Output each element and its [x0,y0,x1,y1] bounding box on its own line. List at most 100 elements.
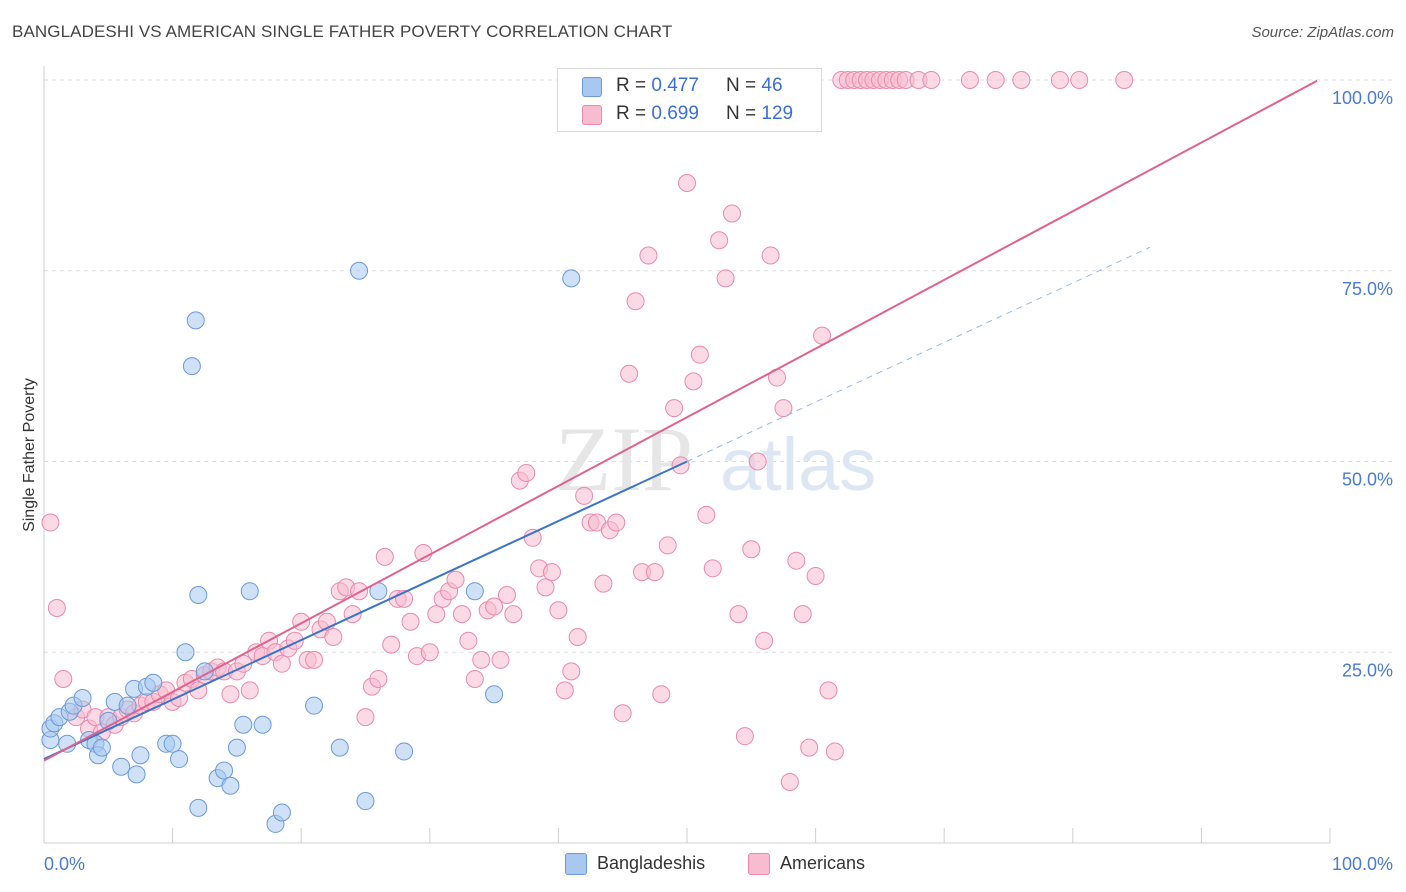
scatter-point [819,681,838,700]
scatter-point [723,204,742,223]
regression-lines [43,79,1318,762]
x-tick-label: 100.0% [1332,854,1393,874]
scatter-point [112,757,131,776]
bottom-legend-label-bangladeshis: Bangladeshis [597,853,706,873]
scatter-point [324,627,343,646]
legend-n-value-bangladeshis: 46 [761,75,783,96]
scatter-point [684,372,703,391]
scatter-point [350,261,369,280]
scatter-point [485,597,504,616]
scatter-point [549,601,568,620]
scatter-point [800,738,819,757]
scatter-point [652,685,671,704]
scatter-point [459,631,478,650]
scatter-point [131,746,150,765]
bottom-legend-bangladeshis: Bangladeshis [565,852,735,876]
legend-r-value-bangladeshis: 0.477 [651,75,699,96]
scatter-point [613,704,632,723]
scatter-point [170,750,189,769]
regression-line-bangladeshis [43,460,688,760]
scatter-point [240,582,259,601]
y-tick-label: 50.0% [1342,470,1393,490]
scatter-point [1050,71,1069,89]
scatter-point [517,463,536,482]
scatter-point [639,246,658,265]
scatter-point [356,708,375,727]
scatter-point [729,605,748,624]
scatter-point [395,742,414,761]
scatter-point [742,540,761,559]
scatter-point [1012,71,1031,89]
axes [43,66,1331,844]
scatter-point [787,551,806,570]
watermark-atlas: atlas [720,423,876,506]
scatter-point [575,486,594,505]
scatter-point [369,669,388,688]
scatter-point [305,696,324,715]
bottom-legend-swatch-bangladeshis [565,853,587,875]
scatter-point [221,685,240,704]
scatter-point [703,559,722,578]
scatter-point [1115,71,1134,89]
scatter-point [626,292,645,311]
scatter-point [92,738,111,757]
scatter-point [227,738,246,757]
scatter-point [1070,71,1089,89]
scatter-point [620,364,639,383]
scatter-point [41,513,60,532]
legend-n-label: N = [726,75,757,96]
scatter-point [234,715,253,734]
legend-n-value-americans: 129 [761,103,794,124]
bottom-legend-swatch-americans [748,853,770,875]
scatter-point [678,174,696,193]
scatter-point [356,792,375,811]
scatter-point [375,547,394,566]
scatter-point [568,627,587,646]
scatter-point [253,715,272,734]
legend-swatch-americans [582,105,602,125]
legend-r-value-americans: 0.699 [651,103,699,124]
scatter-point [755,631,774,650]
scatter-point [960,71,979,89]
scatter-point [491,650,510,669]
regression-line-bangladeshis-extension [686,246,1151,462]
scatter-point [485,685,504,704]
scatter-point [330,738,349,757]
scatter-point [697,505,716,524]
scatter-point [690,345,709,364]
y-tick-label: 100.0% [1332,88,1393,108]
scatter-point [986,71,1005,89]
scatter-point [73,689,92,708]
scatter-point [186,311,205,330]
scatter-point [504,605,523,624]
scatter-point [658,536,677,555]
scatter-point [163,734,182,753]
scatter-point [825,742,844,761]
scatter-point [427,605,446,624]
scatter-point [305,650,324,669]
scatter-point [497,586,516,605]
scatter-point [780,772,799,791]
scatter-point [761,246,780,265]
watermark: ZIP atlas [555,408,876,510]
scatter-point [401,612,420,631]
scatter-point [382,635,401,654]
legend-r-label: R = [616,75,647,96]
scatter-point [127,765,146,784]
x-tick-label: 0.0% [44,854,85,874]
bottom-legend-americans: Americans [748,852,898,876]
y-tick-label: 75.0% [1342,279,1393,299]
scatter-point [452,605,471,624]
scatter-point [118,696,137,715]
scatter-point [645,563,664,582]
scatter-point [221,776,240,795]
regression-line-americans [43,79,1318,762]
scatter-point [465,582,484,601]
scatter-point [806,566,825,585]
scatter-point [542,563,561,582]
scatter-point [350,582,369,601]
scatter-point [292,612,311,631]
scatter-point [176,643,195,662]
scatter-point [215,761,234,780]
